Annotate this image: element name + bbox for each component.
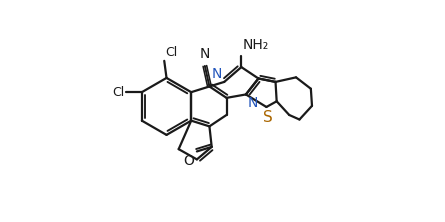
Text: Cl: Cl [166, 46, 178, 59]
Text: N: N [212, 67, 222, 81]
Text: N: N [248, 96, 258, 110]
Text: Cl: Cl [113, 86, 125, 99]
Text: S: S [263, 110, 272, 125]
Text: NH₂: NH₂ [243, 38, 269, 52]
Text: N: N [200, 48, 210, 61]
Text: O: O [183, 154, 194, 168]
